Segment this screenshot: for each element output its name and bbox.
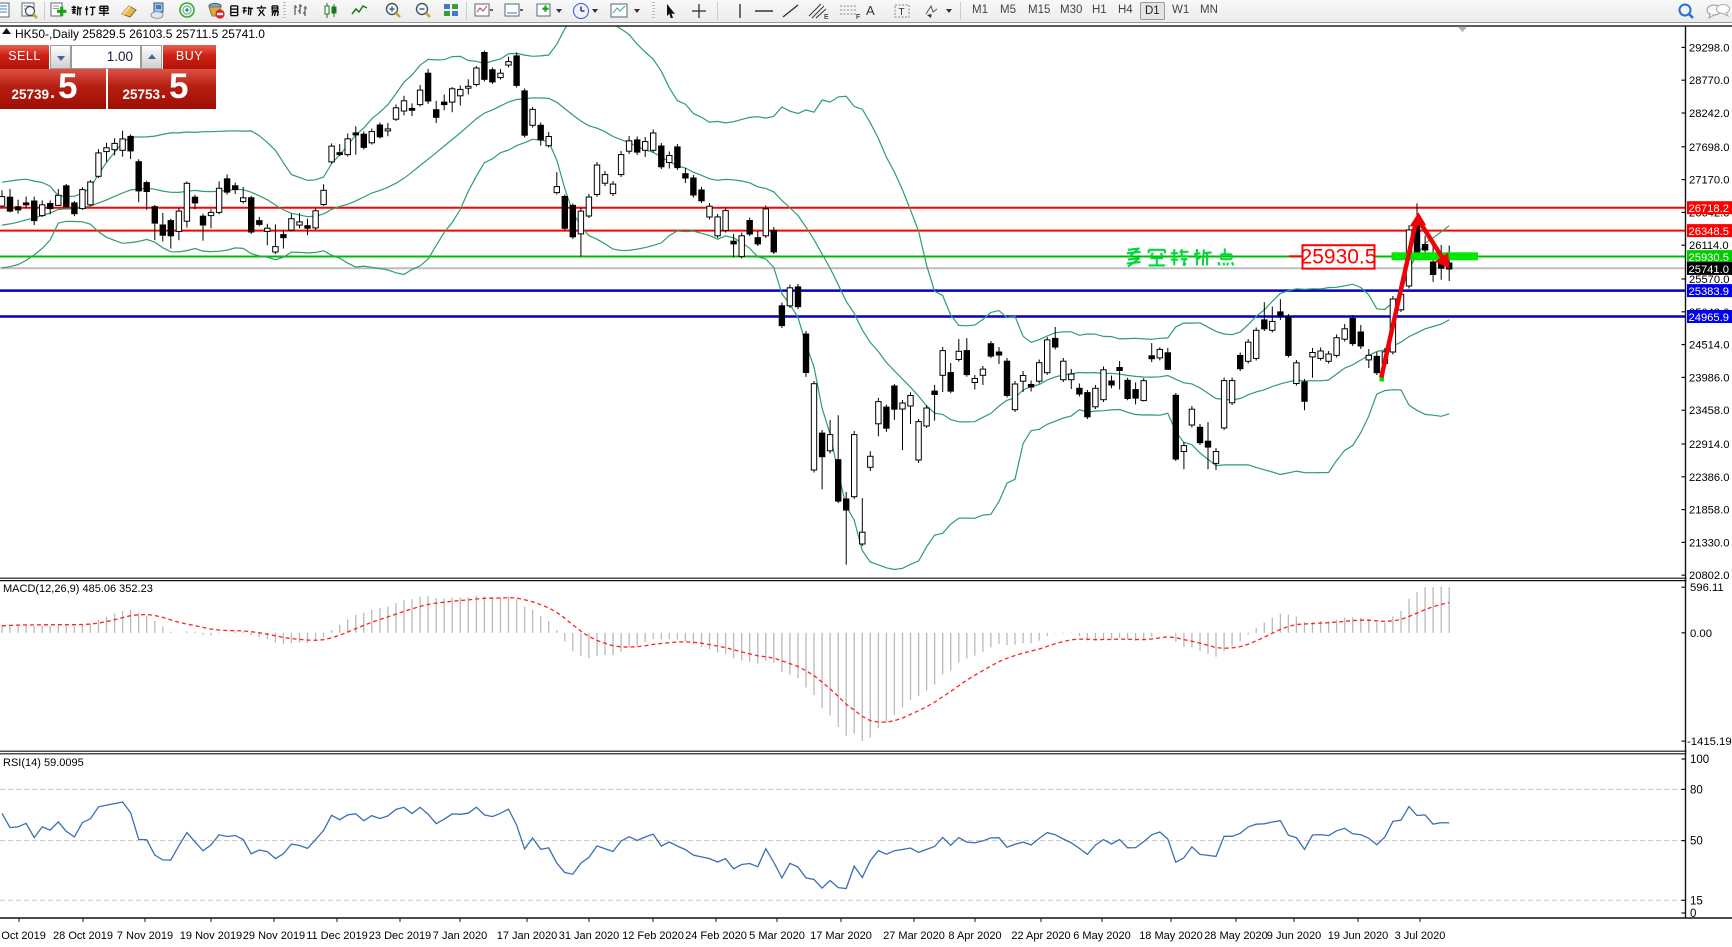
svg-text:23 Dec 2019: 23 Dec 2019: [369, 930, 431, 942]
svg-text:0.00: 0.00: [1690, 628, 1712, 640]
svg-text:28242.0: 28242.0: [1689, 108, 1729, 120]
svg-text:29298.0: 29298.0: [1689, 42, 1729, 54]
svg-text:7 Nov 2019: 7 Nov 2019: [117, 930, 173, 942]
svg-text:7 Jan 2020: 7 Jan 2020: [433, 930, 487, 942]
svg-text:F: F: [856, 14, 860, 20]
svg-text:22386.0: 22386.0: [1689, 472, 1729, 484]
svg-text:3 Jul 2020: 3 Jul 2020: [1395, 930, 1446, 942]
svg-text:27 Mar 2020: 27 Mar 2020: [883, 930, 945, 942]
svg-text:50: 50: [1690, 836, 1703, 848]
svg-text:12 Feb 2020: 12 Feb 2020: [622, 930, 684, 942]
svg-text:8 Apr 2020: 8 Apr 2020: [948, 930, 1001, 942]
svg-text:HK50-,Daily 25829.5 26103.5 2: HK50-,Daily 25829.5 26103.5 25711.5 2574…: [15, 27, 265, 41]
svg-text:26718.2: 26718.2: [1689, 203, 1729, 215]
svg-text:25930.5: 25930.5: [1301, 246, 1377, 269]
svg-text:25570.0: 25570.0: [1689, 274, 1729, 286]
svg-text:17 Mar 2020: 17 Mar 2020: [810, 930, 872, 942]
svg-text:17 Jan 2020: 17 Jan 2020: [497, 930, 558, 942]
svg-text:27698.0: 27698.0: [1689, 142, 1729, 154]
svg-text:MACD(12,26,9) 485.06 352.23: MACD(12,26,9) 485.06 352.23: [3, 583, 153, 595]
svg-text:29 Nov 2019: 29 Nov 2019: [243, 930, 305, 942]
svg-text:26114.0: 26114.0: [1689, 240, 1729, 252]
svg-text:100: 100: [1690, 754, 1709, 766]
svg-text:9 Jun 2020: 9 Jun 2020: [1267, 930, 1321, 942]
svg-text:19 Nov 2019: 19 Nov 2019: [180, 930, 242, 942]
svg-text:28770.0: 28770.0: [1689, 75, 1729, 87]
svg-text:19 Jun 2020: 19 Jun 2020: [1328, 930, 1389, 942]
svg-text:28 May 2020: 28 May 2020: [1204, 930, 1268, 942]
svg-text:18 May 2020: 18 May 2020: [1139, 930, 1203, 942]
svg-text:80: 80: [1690, 784, 1703, 796]
svg-text:596.11: 596.11: [1690, 582, 1724, 594]
svg-text:22914.0: 22914.0: [1689, 439, 1729, 451]
svg-text:25741.0: 25741.0: [1689, 264, 1729, 276]
svg-text:0: 0: [1690, 908, 1696, 920]
svg-text:21858.0: 21858.0: [1689, 505, 1729, 517]
svg-text:31 Jan 2020: 31 Jan 2020: [559, 930, 620, 942]
svg-text:25930.5: 25930.5: [1689, 252, 1729, 264]
svg-text:5 Oct 2019: 5 Oct 2019: [0, 930, 46, 942]
svg-text:-1415.19: -1415.19: [1687, 736, 1732, 748]
svg-text:E: E: [824, 14, 829, 20]
svg-text:24514.0: 24514.0: [1689, 340, 1729, 352]
svg-text:20802.0: 20802.0: [1689, 570, 1729, 582]
svg-text:15: 15: [1690, 895, 1703, 907]
svg-text:23986.0: 23986.0: [1689, 372, 1729, 384]
svg-text:22 Apr 2020: 22 Apr 2020: [1011, 930, 1070, 942]
svg-text:6 May 2020: 6 May 2020: [1073, 930, 1130, 942]
svg-text:23458.0: 23458.0: [1689, 405, 1729, 417]
svg-text:21330.0: 21330.0: [1689, 537, 1729, 549]
svg-text:26348.5: 26348.5: [1689, 226, 1729, 238]
svg-text:24965.9: 24965.9: [1689, 312, 1729, 324]
svg-text:5 Mar 2020: 5 Mar 2020: [749, 930, 805, 942]
svg-text:28 Oct 2019: 28 Oct 2019: [53, 930, 113, 942]
svg-text:24 Feb 2020: 24 Feb 2020: [685, 930, 747, 942]
svg-text:27170.0: 27170.0: [1689, 175, 1729, 187]
svg-text:11 Dec 2019: 11 Dec 2019: [306, 930, 368, 942]
svg-text:25383.9: 25383.9: [1689, 286, 1729, 298]
svg-text:T: T: [899, 7, 905, 18]
svg-text:RSI(14) 59.0095: RSI(14) 59.0095: [3, 757, 84, 769]
